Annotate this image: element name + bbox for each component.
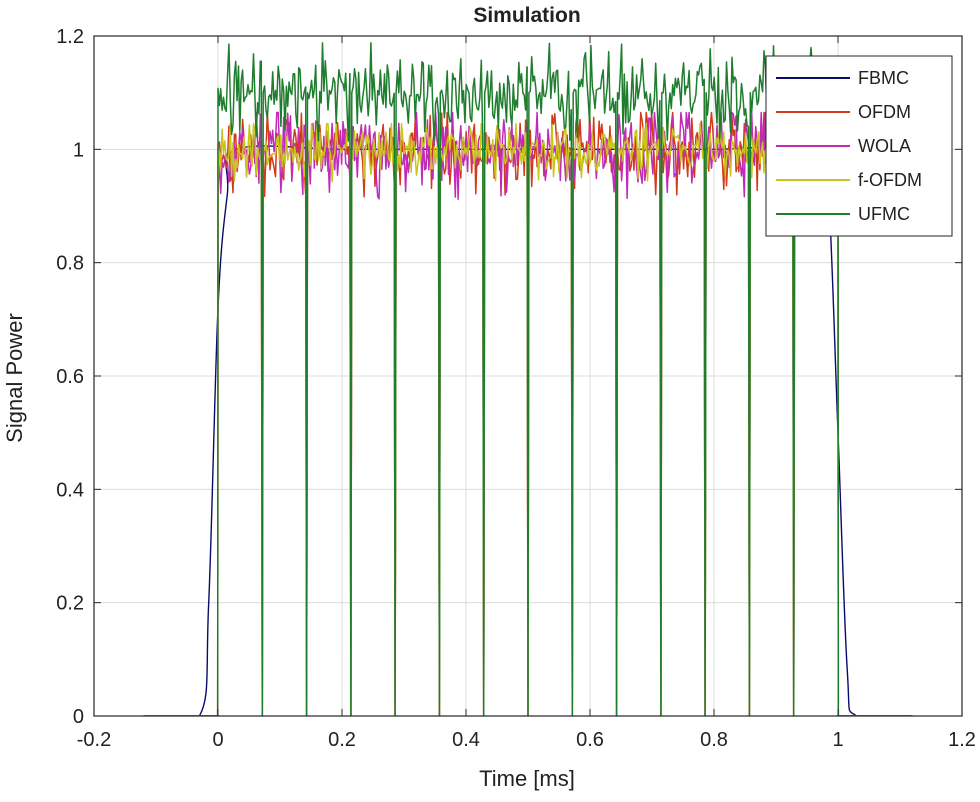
x-tick-label: 0.2 [328, 729, 356, 751]
x-tick-label: 0.6 [576, 729, 604, 751]
x-tick-label: 0 [212, 729, 223, 751]
series-group [143, 42, 913, 716]
y-tick-label: 0 [73, 706, 84, 728]
legend: FBMC OFDM WOLA f-OFDM UFMC [765, 55, 953, 237]
series-line-ufmc [143, 42, 913, 716]
x-tick-label: 1 [832, 729, 843, 751]
y-tick-label: 1.2 [56, 26, 84, 48]
x-axis-label: Time [ms] [479, 766, 575, 791]
series-line-f-ofdm [143, 123, 913, 716]
x-tick-label: 1.2 [948, 729, 976, 751]
legend-label-wola: WOLA [858, 136, 911, 156]
y-tick-label: 0.4 [56, 479, 84, 501]
y-tick-label: 1 [73, 139, 84, 161]
legend-label-ofdm: OFDM [858, 102, 911, 122]
plot-area: -0.2 0 0.2 0.4 0.6 0.8 1 1.200.20.40.60.811.2FB… [56, 26, 976, 751]
y-tick-label: 0.2 [56, 593, 84, 615]
y-tick-label: 0.8 [56, 253, 84, 275]
chart-title: Simulation [473, 4, 580, 27]
y-tick-label: 0.6 [56, 366, 84, 388]
legend-label-fbmc: FBMC [858, 68, 909, 88]
x-tick-label: 0.4 [452, 729, 480, 751]
y-axis-label: Signal Power [2, 313, 27, 443]
legend-label-f-ofdm: f-OFDM [858, 170, 922, 190]
x-tick-label: 0.8 [700, 729, 728, 751]
x-tick-label: -0.2 [77, 729, 111, 751]
legend-label-ufmc: UFMC [858, 204, 910, 224]
